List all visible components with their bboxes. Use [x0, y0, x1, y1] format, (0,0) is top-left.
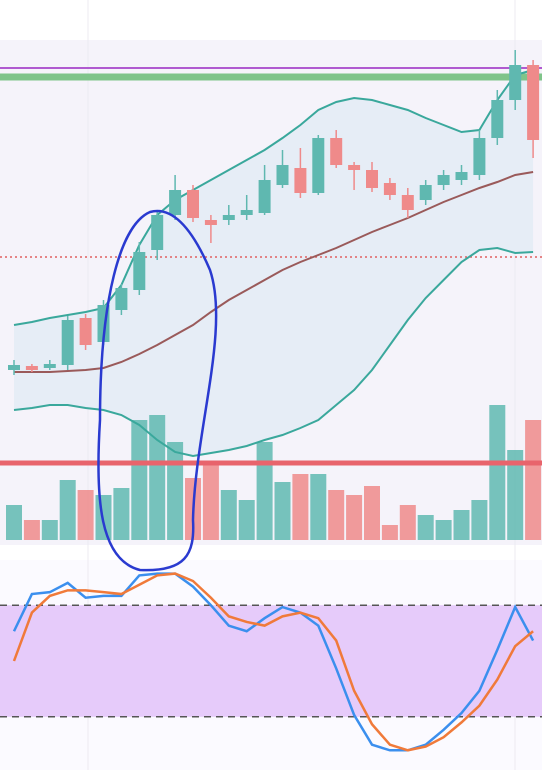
volume-bar — [23, 520, 40, 540]
candle-body — [115, 288, 128, 310]
candle-body — [61, 320, 74, 365]
volume-bar — [6, 505, 22, 540]
candle-body — [169, 190, 182, 215]
candle-body — [312, 138, 325, 193]
candle-body — [383, 183, 396, 195]
volume-bar — [453, 510, 470, 540]
volume-bar — [256, 442, 273, 540]
volume-bar — [364, 486, 380, 540]
candle-body — [401, 195, 414, 210]
stoch-line — [12, 572, 535, 752]
volume-bar — [59, 480, 76, 540]
candle-body — [491, 100, 504, 138]
layer — [0, 50, 542, 752]
volume-bar — [274, 482, 291, 540]
volume-bar — [417, 515, 434, 540]
hand-drawn-annotation — [97, 209, 218, 572]
candle-body — [187, 190, 199, 218]
band-fill — [14, 70, 534, 456]
candle-body — [43, 364, 56, 368]
volume-bar — [113, 488, 130, 540]
volume-bar — [435, 520, 452, 540]
stoch-band — [0, 605, 542, 717]
volume-bar — [238, 500, 255, 540]
candle-body — [473, 138, 486, 175]
candle-body — [294, 168, 307, 193]
candle-body — [437, 175, 450, 185]
candle-body — [25, 366, 38, 370]
candle-body — [330, 138, 343, 165]
volume-bar — [507, 450, 524, 540]
volume-bar — [399, 505, 416, 540]
stoch-line — [12, 572, 534, 752]
candle-body — [348, 165, 361, 170]
volume-bar — [525, 420, 542, 540]
candle-body — [133, 252, 146, 290]
candle-body — [366, 170, 378, 188]
volume-bar — [41, 520, 58, 540]
volume-bar — [131, 420, 148, 540]
volume-bar — [292, 474, 309, 540]
candle-body — [455, 172, 468, 180]
volume-bar — [167, 442, 184, 540]
candle-body — [204, 220, 217, 225]
volume-bar — [310, 474, 327, 540]
volume-bar — [489, 405, 506, 540]
candle-body — [240, 210, 253, 215]
candle-body — [258, 180, 271, 213]
volume-bar — [202, 462, 219, 540]
volume-bar — [346, 495, 363, 540]
volume-bar — [220, 490, 237, 540]
volume-bar — [328, 490, 345, 540]
candle-body — [419, 185, 432, 200]
volume-bar — [381, 525, 398, 540]
volume-bar — [77, 490, 94, 540]
candle-body — [527, 65, 540, 140]
candle-body — [222, 215, 235, 220]
volume-bar — [149, 415, 166, 540]
candle-body — [8, 365, 20, 370]
candle-body — [509, 65, 522, 100]
volume-bar — [471, 500, 488, 540]
candle-body — [151, 215, 164, 250]
candle-body — [79, 318, 92, 345]
candle-body — [276, 165, 289, 185]
